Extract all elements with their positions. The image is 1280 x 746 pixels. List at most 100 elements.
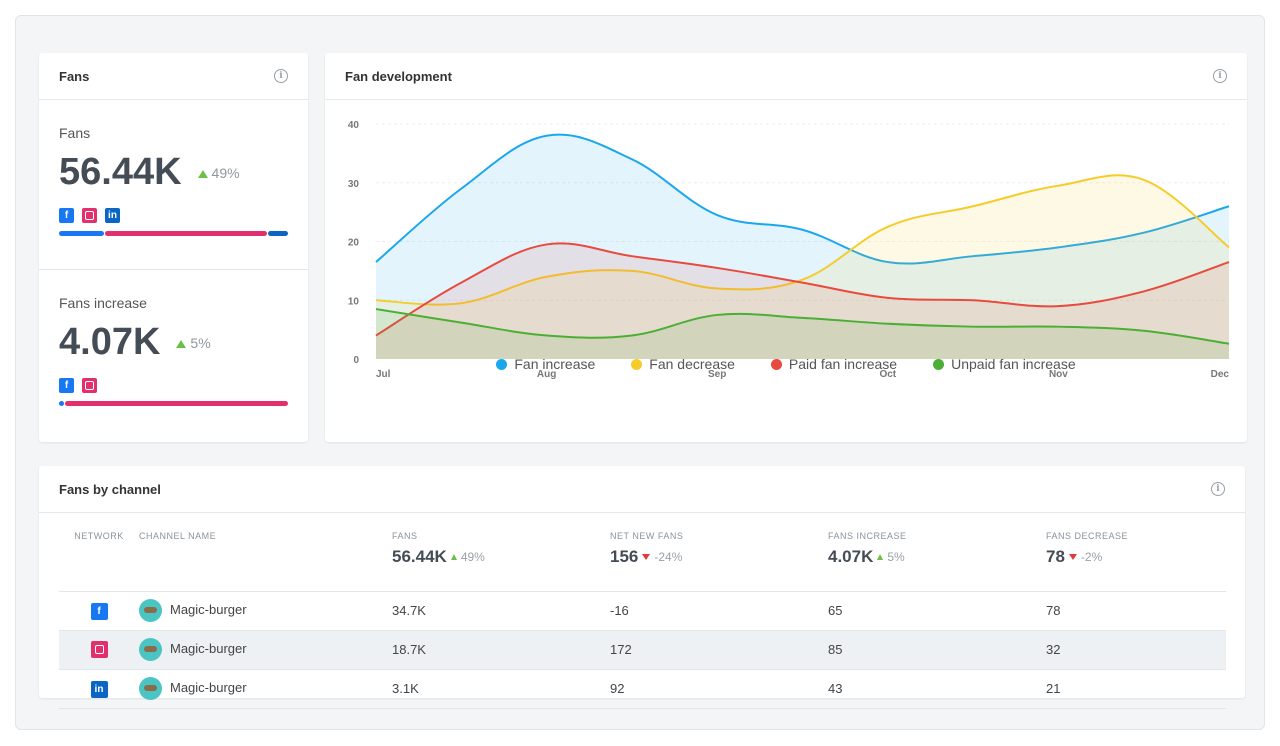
arrow-up-icon <box>450 554 457 560</box>
kpi-1: Fans increase 4.07K 5% f <box>39 270 308 440</box>
increase-cell: 65 <box>828 591 1046 631</box>
net-new-cell: 172 <box>610 630 828 670</box>
legend-item[interactable]: Paid fan increase <box>770 356 898 372</box>
y-tick-label: 10 <box>348 296 360 307</box>
column-total: 56.44K <box>392 547 447 566</box>
x-tick-label: Sep <box>708 369 726 380</box>
series-area-2 <box>376 243 1229 359</box>
legend-label: Fan increase <box>514 356 596 372</box>
legend-label: Fan decrease <box>649 356 735 372</box>
column-header[interactable]: FANS INCREASE 4.07K 5% <box>828 526 1046 592</box>
arrow-down-icon <box>1068 554 1077 560</box>
legend-dot-icon <box>496 359 508 370</box>
legend-dot-icon <box>933 359 945 370</box>
column-total: 4.07K <box>828 547 874 566</box>
legend-item[interactable]: Fan increase <box>496 356 595 372</box>
arrow-up-icon <box>877 554 884 560</box>
share-segment-instagram <box>64 401 288 406</box>
arrow-up-icon <box>197 169 208 178</box>
fans-cell: 18.7K <box>392 630 610 670</box>
legend-label: Unpaid fan increase <box>951 356 1076 372</box>
facebook-icon: f <box>59 208 74 223</box>
fans-cell: 34.7K <box>392 591 610 631</box>
legend-item[interactable]: Unpaid fan increase <box>933 356 1076 372</box>
network-share-bar <box>59 231 289 236</box>
info-icon[interactable]: i <box>1213 69 1227 83</box>
column-delta: 49% <box>460 550 485 564</box>
decrease-cell: 78 <box>1046 591 1226 631</box>
chart-legend: Fan increase Fan decrease Paid fan increas… <box>325 356 1247 372</box>
series-line-1 <box>375 174 1230 306</box>
series-line-2 <box>375 242 1230 337</box>
facebook-icon: f <box>59 378 74 393</box>
y-tick-label: 40 <box>348 120 360 131</box>
info-icon[interactable]: i <box>274 69 288 83</box>
kpi-delta: 5% <box>190 334 211 351</box>
x-tick-label: Nov <box>1049 369 1068 380</box>
series-area-0 <box>376 134 1229 359</box>
share-segment-facebook <box>59 401 64 406</box>
column-header[interactable]: NETWORK <box>59 526 139 592</box>
column-delta: 5% <box>887 550 905 564</box>
share-segment-facebook <box>59 231 105 236</box>
instagram-icon <box>90 641 108 658</box>
column-label: CHANNEL NAME <box>139 531 217 541</box>
avatar <box>139 638 162 661</box>
fan-development-card: Fan development i 0 10 20 30 40 Jul Aug Sep Oct No… <box>325 53 1247 442</box>
table-row[interactable]: f Magic-burger 34.7K -16 65 78 <box>59 591 1226 631</box>
y-tick-label: 30 <box>348 179 360 190</box>
column-delta: -24% <box>654 550 683 564</box>
column-label: FANS <box>392 531 418 541</box>
legend-item[interactable]: Fan decrease <box>631 356 735 372</box>
linkedin-icon: in <box>105 208 120 223</box>
increase-cell: 43 <box>828 669 1046 709</box>
y-tick-label: 20 <box>348 238 360 249</box>
increase-cell: 85 <box>828 630 1046 670</box>
avatar <box>139 599 162 622</box>
kpi-delta: 49% <box>211 164 240 181</box>
kpi-value: 56.44K <box>59 151 182 193</box>
net-new-cell: -16 <box>610 591 828 631</box>
series-line-0 <box>375 133 1230 265</box>
share-segment-linkedin <box>267 231 289 236</box>
series-area-3 <box>376 309 1229 359</box>
channel-name[interactable]: Magic-burger <box>170 679 247 695</box>
column-delta: -2% <box>1080 550 1103 564</box>
info-icon[interactable]: i <box>1211 482 1225 496</box>
x-tick-label: Oct <box>879 369 896 380</box>
table-row[interactable]: Magic-burger 18.7K 172 85 32 <box>59 630 1226 670</box>
series-area-1 <box>376 175 1229 359</box>
facebook-icon: f <box>90 602 108 620</box>
series-line-3 <box>375 308 1230 345</box>
y-tick-label: 0 <box>353 355 359 366</box>
kpi-value: 4.07K <box>59 321 161 363</box>
kpi-label: Fans <box>59 125 91 141</box>
column-total: 156 <box>610 547 639 566</box>
kpi-0: Fans 56.44K 49% f in <box>39 100 308 270</box>
channel-table: NETWORK CHANNEL NAME FANS 56.44K 49% NET NEW … <box>59 526 1226 709</box>
legend-dot-icon <box>770 359 782 370</box>
decrease-cell: 32 <box>1046 630 1226 670</box>
fans-cell: 3.1K <box>392 669 610 709</box>
instagram-icon <box>82 378 97 393</box>
avatar <box>139 677 162 700</box>
arrow-up-icon <box>176 339 187 348</box>
column-header[interactable]: NET NEW FANS 156 -24% <box>610 526 828 592</box>
table-row[interactable]: in Magic-burger 3.1K 92 43 21 <box>59 669 1226 709</box>
x-tick-label: Dec <box>1211 369 1230 380</box>
x-tick-label: Aug <box>537 369 556 380</box>
instagram-icon <box>82 208 97 223</box>
channel-name[interactable]: Magic-burger <box>170 640 247 656</box>
linkedin-icon: in <box>90 680 108 698</box>
column-label: NET NEW FANS <box>610 531 684 541</box>
fans-card: Fans i Fans 56.44K 49% f in Fans increase 4… <box>39 53 308 442</box>
card-title: Fans by channel <box>59 481 161 497</box>
net-new-cell: 92 <box>610 669 828 709</box>
column-header[interactable]: CHANNEL NAME <box>139 526 392 592</box>
channel-name[interactable]: Magic-burger <box>170 601 247 617</box>
legend-label: Paid fan increase <box>788 356 898 372</box>
fan-development-chart: 0 10 20 30 40 Jul Aug Sep Oct Nov Dec <box>348 120 1230 380</box>
column-header[interactable]: FANS DECREASE 78 -2% <box>1046 526 1226 592</box>
column-label: NETWORK <box>74 531 124 541</box>
column-header[interactable]: FANS 56.44K 49% <box>392 526 610 592</box>
